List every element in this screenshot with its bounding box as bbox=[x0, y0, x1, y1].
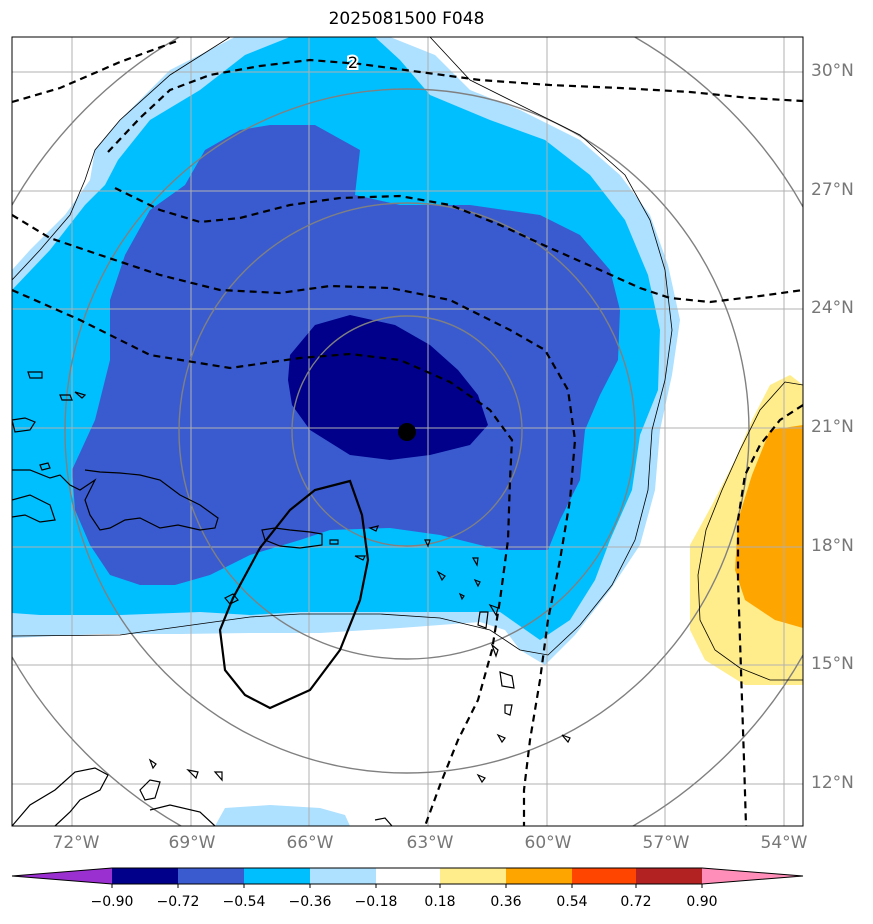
colorbar-arrow-high bbox=[702, 868, 803, 884]
lat-label: 27°N bbox=[811, 180, 854, 200]
lat-label: 24°N bbox=[811, 298, 854, 318]
lon-label: 69°W bbox=[168, 833, 216, 853]
storm-center-marker bbox=[398, 423, 416, 441]
lat-label: 18°N bbox=[811, 536, 854, 556]
lat-label: 30°N bbox=[811, 61, 854, 81]
colorbar-bin-7 bbox=[506, 868, 572, 884]
lat-label: 12°N bbox=[811, 773, 854, 793]
fill-dark-navy bbox=[288, 315, 488, 460]
colorbar-label: −0.90 bbox=[90, 894, 134, 910]
fill-orange bbox=[735, 425, 803, 628]
map-title: 2025081500 F048 bbox=[328, 9, 485, 29]
solid-contour bbox=[218, 479, 370, 710]
lat-label: 21°N bbox=[811, 417, 854, 437]
colorbar-label: 0.54 bbox=[556, 894, 588, 910]
lon-label: 63°W bbox=[406, 833, 454, 853]
lon-label: 66°W bbox=[286, 833, 334, 853]
lon-label: 72°W bbox=[52, 833, 100, 853]
colorbar-label: −0.54 bbox=[222, 894, 266, 910]
colorbar-bin-4 bbox=[310, 868, 376, 884]
colorbar-bin-8 bbox=[572, 868, 636, 884]
map-frame bbox=[11, 36, 804, 827]
lon-label: 60°W bbox=[524, 833, 572, 853]
colorbar-bin-9 bbox=[636, 868, 702, 884]
colorbar-bin-6 bbox=[440, 868, 506, 884]
fill-light-blue-south bbox=[215, 805, 350, 826]
thin-contour-east bbox=[697, 381, 803, 681]
colorbar-arrow-low bbox=[12, 868, 112, 884]
colorbar bbox=[11, 867, 804, 888]
colorbar-label: −0.18 bbox=[354, 894, 398, 910]
colorbar-label: 0.72 bbox=[620, 894, 652, 910]
range-rings bbox=[12, 37, 803, 826]
colorbar-ticks bbox=[111, 884, 703, 888]
dashed-contours bbox=[12, 38, 803, 826]
contour-label: 2 bbox=[348, 53, 358, 72]
lat-label: 15°N bbox=[811, 654, 854, 674]
colorbar-bin-1 bbox=[112, 868, 178, 884]
lon-label: 57°W bbox=[642, 833, 690, 853]
lon-label: 54°W bbox=[760, 833, 808, 853]
colorbar-label: −0.72 bbox=[156, 894, 200, 910]
colorbar-label: 0.18 bbox=[424, 894, 456, 910]
colorbar-bin-2 bbox=[178, 868, 244, 884]
coastlines bbox=[12, 371, 571, 826]
colorbar-label: 0.90 bbox=[686, 894, 718, 910]
colorbar-bin-5 bbox=[376, 868, 440, 884]
colorbar-label: 0.36 bbox=[490, 894, 522, 910]
colorbar-bin-3 bbox=[244, 868, 310, 884]
colorbar-label: −0.36 bbox=[288, 894, 332, 910]
